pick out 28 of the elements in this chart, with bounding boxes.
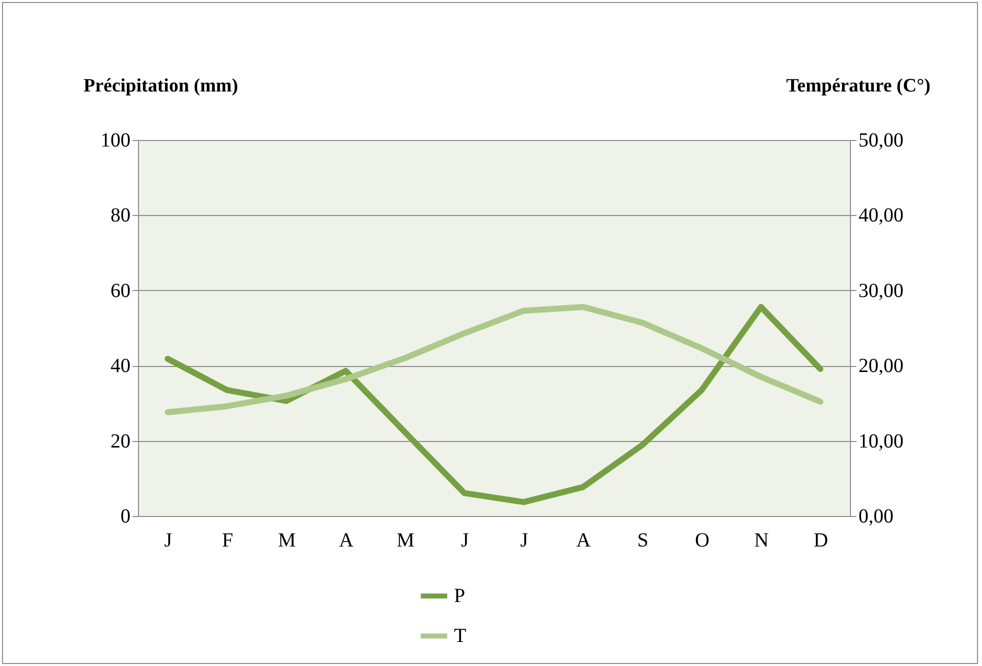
- x-tick-label: D: [814, 530, 828, 552]
- x-tick-label: M: [396, 530, 415, 552]
- y2-tick-label: 20,00: [858, 355, 904, 378]
- y-tick-label: 40: [110, 355, 130, 378]
- x-tick-label: S: [637, 530, 648, 552]
- y2-tick-label: 50,00: [858, 130, 904, 152]
- y-tick-label: 100: [100, 130, 130, 152]
- x-tick-label: M: [278, 530, 296, 552]
- x-tick-label: J: [164, 530, 172, 552]
- legend-label: T: [454, 625, 466, 647]
- y2-axis-title: Température (C°): [786, 76, 930, 96]
- x-tick-label: O: [694, 530, 710, 552]
- x-tick-label: A: [338, 530, 354, 552]
- x-tick-label: N: [754, 530, 769, 552]
- x-tick-label: J: [520, 530, 528, 552]
- y-axis-title: Précipitation (mm): [84, 76, 238, 96]
- y-tick-label: 20: [110, 430, 130, 452]
- y2-tick-label: 30,00: [858, 280, 904, 302]
- legend-label: P: [454, 585, 466, 607]
- y2-tick-label: 10,00: [858, 430, 904, 452]
- x-tick-label: F: [222, 530, 234, 552]
- y2-tick-label: 40,00: [858, 204, 904, 227]
- x-tick-label: A: [576, 530, 592, 552]
- y-tick-label: 0: [120, 506, 130, 528]
- y-tick-label: 80: [110, 204, 130, 227]
- x-tick-label: J: [460, 530, 469, 552]
- y2-tick-label: 0,00: [858, 506, 894, 528]
- y-tick-label: 60: [110, 280, 130, 302]
